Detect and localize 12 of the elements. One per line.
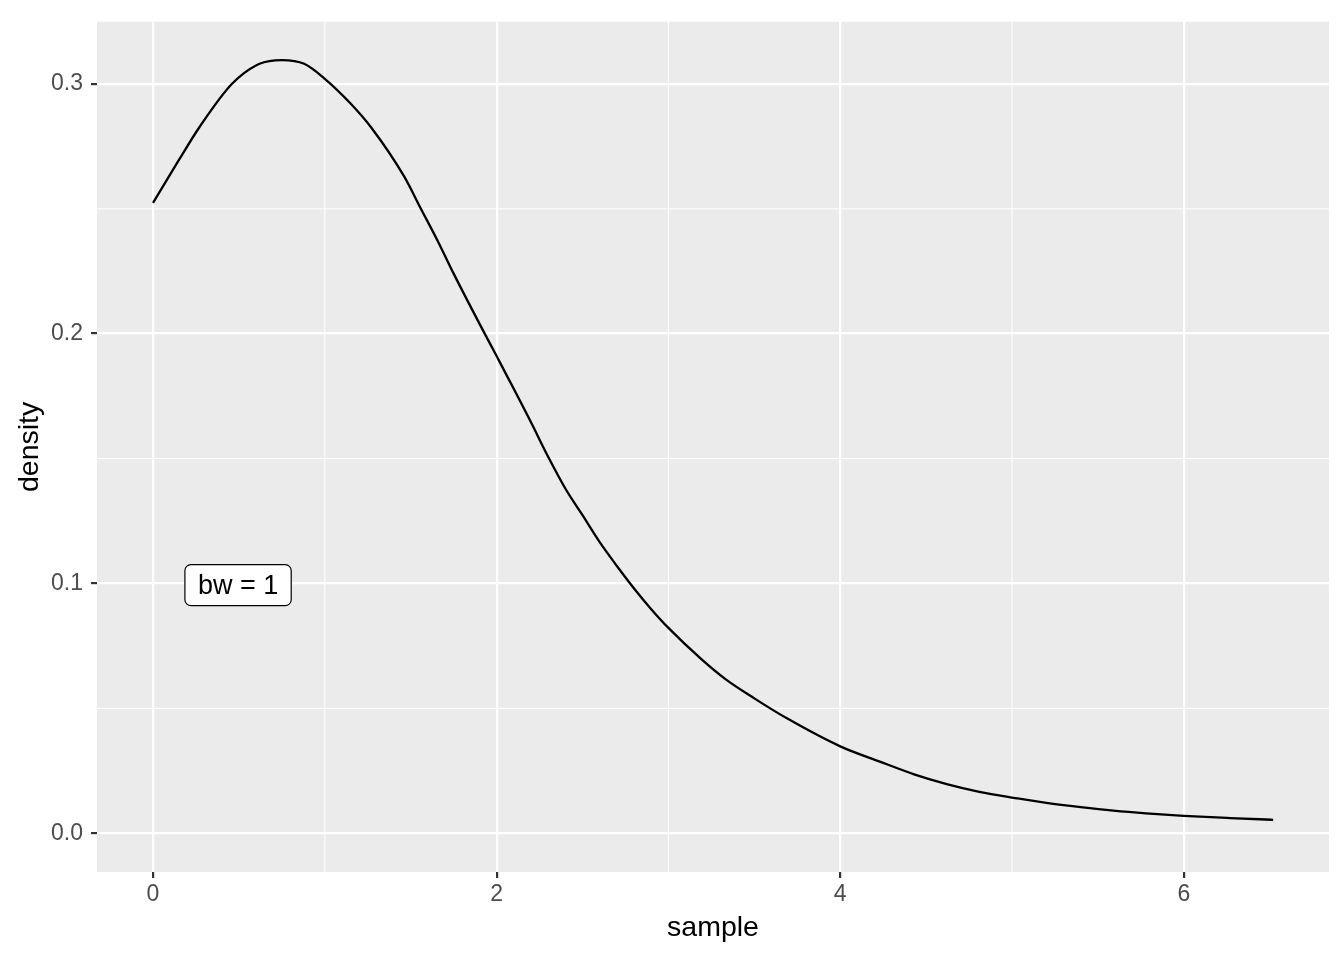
x-tick-label: 6	[1177, 880, 1191, 907]
line-series	[151, 58, 1275, 821]
y-tick-label: 0.2	[51, 318, 83, 345]
y-axis-title: density	[11, 401, 44, 493]
y-tick-label: 0.1	[51, 568, 83, 595]
y-tick-label: 0.0	[51, 818, 83, 845]
x-tick-label: 2	[490, 880, 504, 907]
x-tick-label: 0	[146, 880, 160, 907]
annotation: bw = 1	[197, 569, 279, 600]
y-tick-label: 0.3	[51, 69, 83, 96]
x-tick-label: 4	[833, 880, 847, 907]
x-axis-title: sample	[667, 909, 759, 942]
